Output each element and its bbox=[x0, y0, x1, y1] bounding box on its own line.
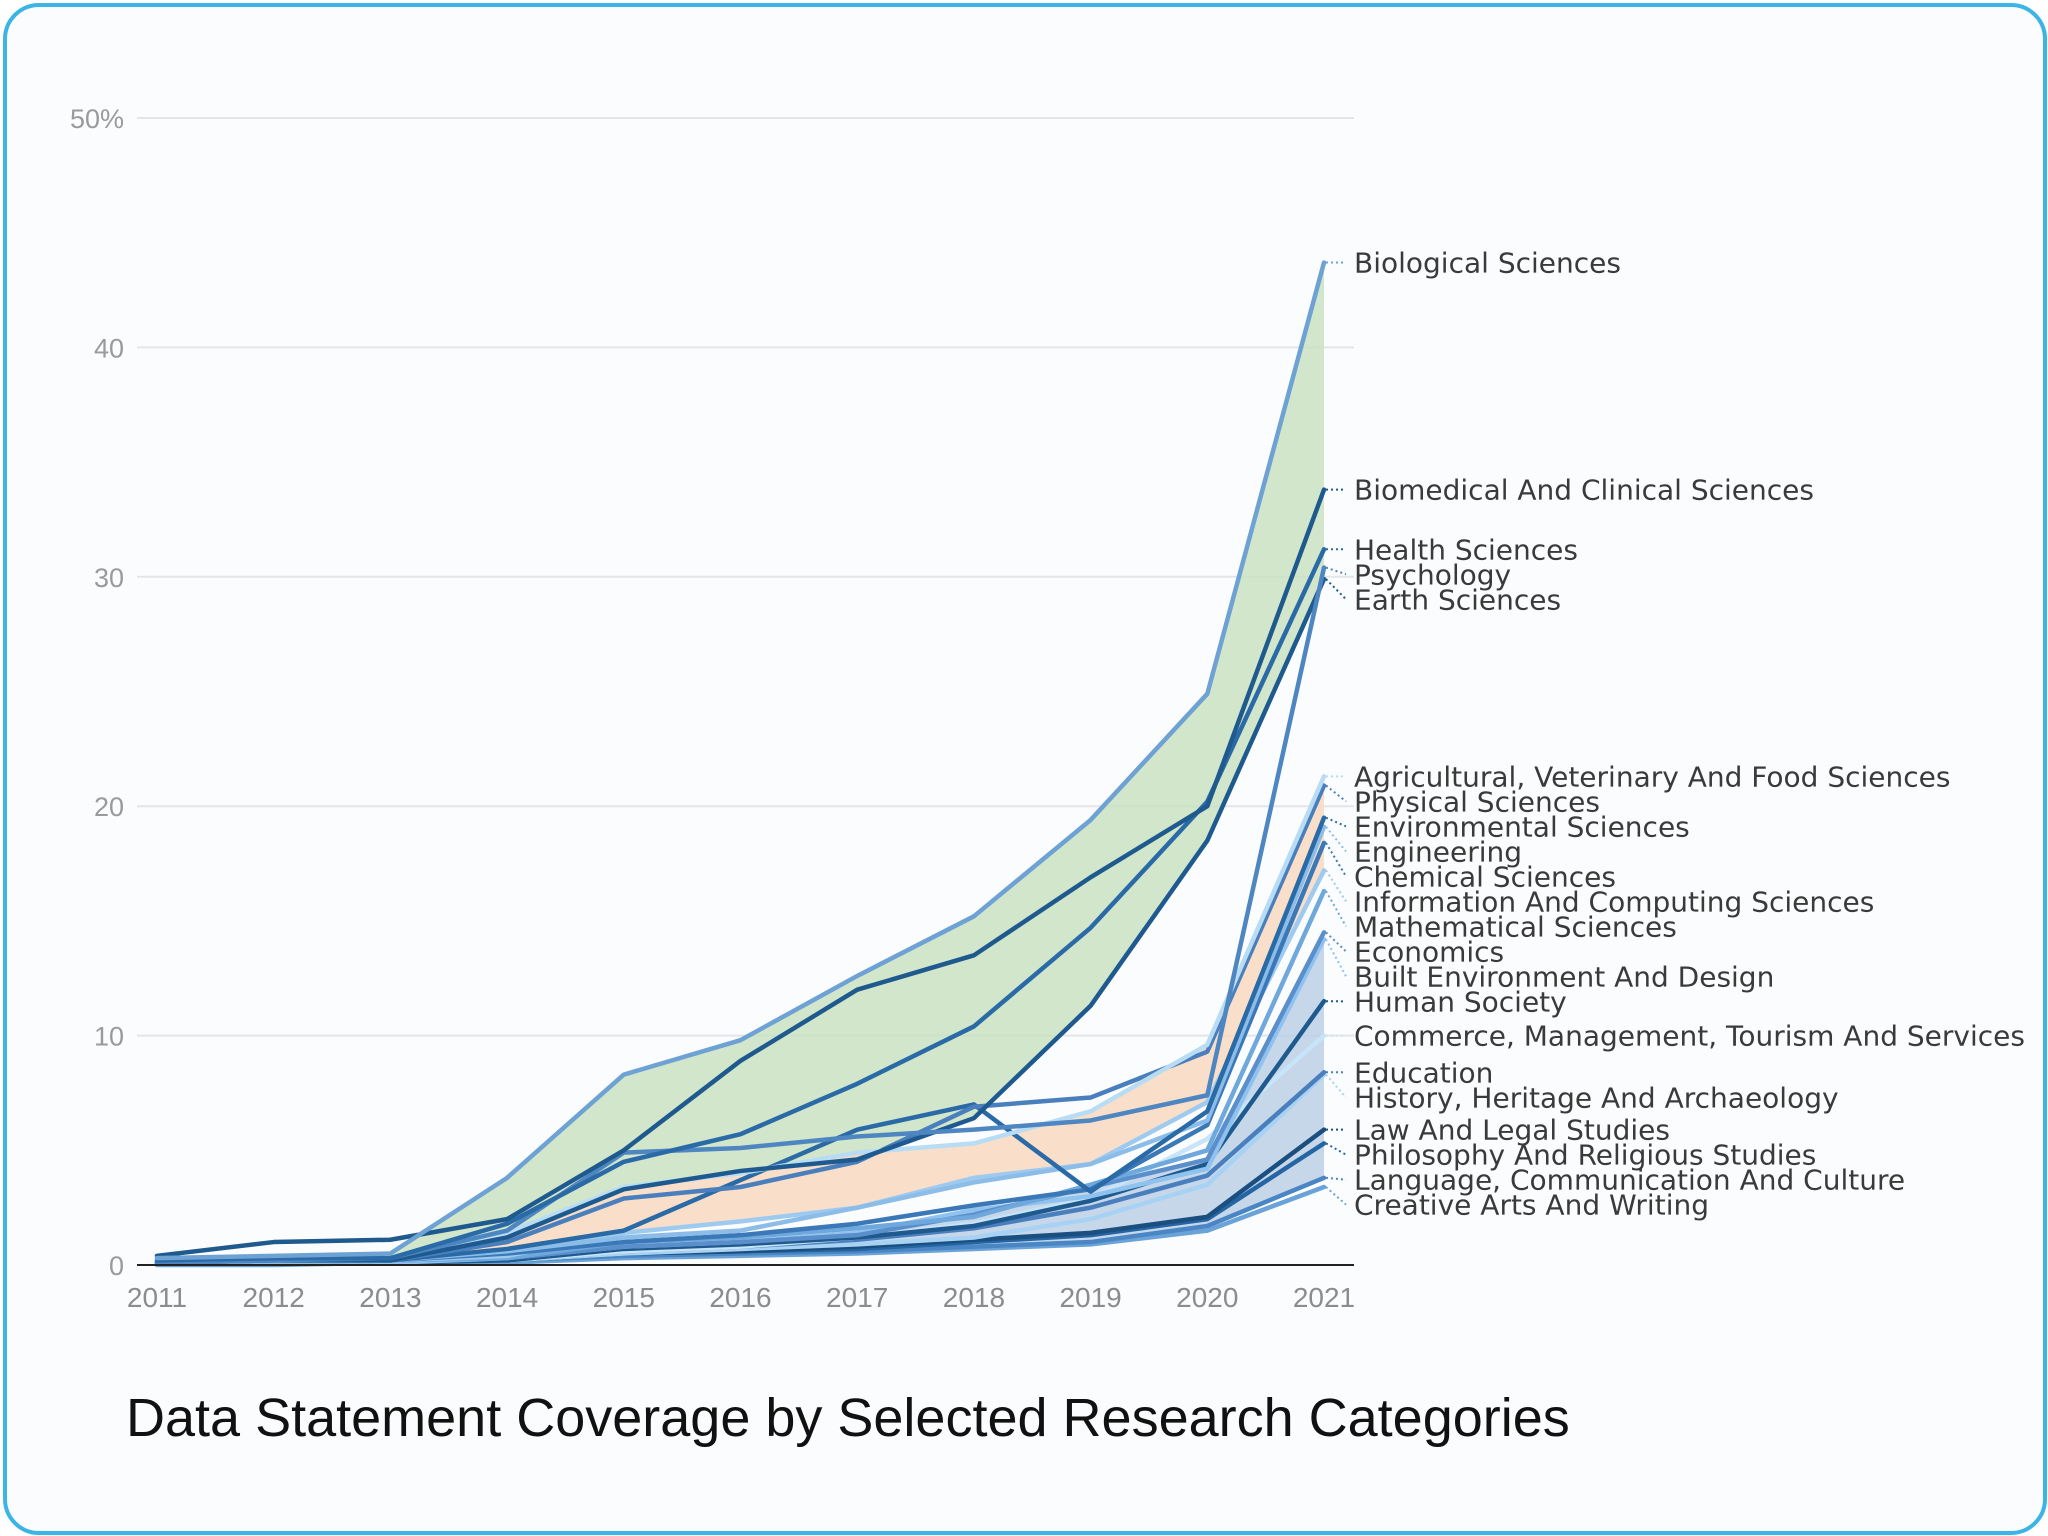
series-line-biological-sciences bbox=[154, 260, 1327, 1261]
shaded-bands bbox=[157, 262, 1324, 1263]
y-tick-label: 10 bbox=[94, 1022, 124, 1052]
series-line-health-sciences bbox=[154, 547, 1327, 1263]
y-tick-label: 0 bbox=[109, 1251, 124, 1281]
band-agricultural-veterinary-and-food-sciences bbox=[157, 776, 1324, 1263]
band-biological-sciences bbox=[157, 262, 1324, 1263]
series-label-education: Education bbox=[1354, 1056, 1493, 1089]
series-label-law-and-legal-studies: Law And Legal Studies bbox=[1354, 1114, 1670, 1147]
label-leader bbox=[1325, 1142, 1347, 1156]
series-label-earth-sciences: Earth Sciences bbox=[1354, 583, 1561, 616]
x-tick-label: 2018 bbox=[943, 1282, 1005, 1313]
x-tick-label: 2013 bbox=[359, 1282, 421, 1313]
chart-frame: 0 10 20 30 40 50% 2011 2012 2013 2014 2015 2016 201… bbox=[3, 3, 2047, 1535]
chart-title: Data Statement Coverage by Selected Rese… bbox=[126, 1388, 1570, 1448]
x-tick-label: 2017 bbox=[826, 1282, 888, 1313]
label-leader bbox=[1325, 1176, 1347, 1181]
x-tick-label: 2021 bbox=[1293, 1282, 1355, 1313]
series-label-human-society: Human Society bbox=[1354, 985, 1567, 1018]
label-leader bbox=[1325, 931, 1347, 953]
x-tick-label: 2020 bbox=[1176, 1282, 1238, 1313]
label-leader bbox=[1325, 890, 1347, 927]
x-tick-label: 2015 bbox=[593, 1282, 655, 1313]
series-label-health-sciences: Health Sciences bbox=[1354, 533, 1578, 566]
series-label-psychology: Psychology bbox=[1354, 558, 1511, 591]
series-label-history-heritage-and-archaeology: History, Heritage And Archaeology bbox=[1354, 1081, 1839, 1114]
label-leader bbox=[1325, 1186, 1347, 1206]
series-line-biomedical-and-clinical-sciences bbox=[154, 487, 1327, 1259]
series-label-built-environment-and-design: Built Environment And Design bbox=[1354, 960, 1774, 993]
label-leader bbox=[1325, 938, 1347, 977]
label-leader bbox=[1325, 816, 1347, 828]
axes: 2011 2012 2013 2014 2015 2016 2017 2018 2019 2020… bbox=[127, 1264, 1355, 1313]
y-tick-label: 30 bbox=[94, 563, 124, 593]
x-tick-label: 2011 bbox=[127, 1282, 187, 1313]
label-leader bbox=[1325, 826, 1347, 853]
label-leader bbox=[1325, 1073, 1347, 1098]
y-tick-label: 40 bbox=[94, 333, 124, 363]
series-label-information-and-computing-sciences: Information And Computing Sciences bbox=[1354, 885, 1874, 918]
series-label-environmental-sciences: Environmental Sciences bbox=[1354, 810, 1690, 843]
label-leader bbox=[1325, 869, 1347, 902]
x-tick-label: 2019 bbox=[1059, 1282, 1121, 1313]
label-leader bbox=[1325, 784, 1347, 803]
series-label-commerce-management-tourism-and-services: Commerce, Management, Tourism And Servic… bbox=[1354, 1020, 2025, 1053]
y-tick-label: 20 bbox=[94, 792, 124, 822]
label-leader bbox=[1325, 842, 1347, 877]
x-tick-label: 2016 bbox=[709, 1282, 771, 1313]
series-label-economics: Economics bbox=[1354, 935, 1504, 968]
series-label-language-communication-and-culture: Language, Communication And Culture bbox=[1354, 1164, 1905, 1197]
series-lines bbox=[154, 260, 1327, 1268]
series-labels: Biological Sciences Biomedical And Clinic… bbox=[1325, 247, 2025, 1222]
series-label-philosophy-and-religious-studies: Philosophy And Religious Studies bbox=[1354, 1139, 1816, 1172]
x-tick-label: 2014 bbox=[476, 1282, 538, 1313]
series-label-engineering: Engineering bbox=[1354, 835, 1522, 868]
series-label-chemical-sciences: Chemical Sciences bbox=[1354, 860, 1616, 893]
label-leader bbox=[1325, 566, 1347, 576]
series-label-physical-sciences: Physical Sciences bbox=[1354, 785, 1600, 818]
series-label-agricultural-veterinary-and-food-sciences: Agricultural, Veterinary And Food Scienc… bbox=[1354, 760, 1950, 793]
label-leader bbox=[1325, 578, 1347, 600]
series-label-mathematical-sciences: Mathematical Sciences bbox=[1354, 910, 1677, 943]
series-label-creative-arts-and-writing: Creative Arts And Writing bbox=[1354, 1189, 1709, 1222]
series-label-biomedical-and-clinical-sciences: Biomedical And Clinical Sciences bbox=[1354, 474, 1814, 507]
y-tick-label: 50% bbox=[70, 104, 124, 134]
x-tick-label: 2012 bbox=[243, 1282, 305, 1313]
series-label-biological-sciences: Biological Sciences bbox=[1354, 247, 1621, 280]
